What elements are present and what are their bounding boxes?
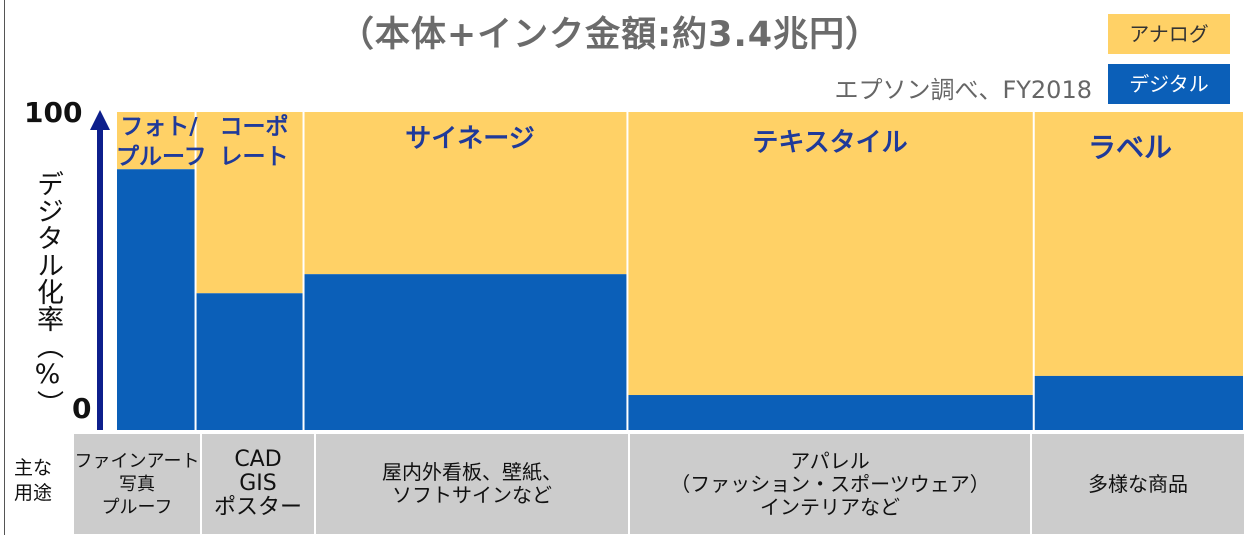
legend-analog: アナログ: [1108, 14, 1230, 54]
y-tick-100: 100: [24, 96, 83, 129]
segment-label-textile: テキスタイル: [752, 128, 908, 158]
bar-digital-1: [196, 293, 303, 430]
bar-analog-2: [304, 112, 627, 275]
bar-analog-4: [1034, 112, 1243, 376]
segment-label-corporate: コーポ レート: [219, 114, 289, 170]
bar-analog-3: [628, 112, 1033, 396]
use-heading: 主な 用途: [14, 457, 53, 504]
use-cell-textile: アパレル （ファッション・スポーツウェア） インテリアなど: [630, 434, 1030, 534]
use-cell-signage: 屋内外看板、壁紙、 ソフトサインなど: [316, 434, 628, 534]
y-axis-label: デジタル化率（%）: [32, 170, 63, 417]
y-axis-arrow: [90, 110, 110, 130]
segment-label-label: ラベル: [1087, 131, 1172, 164]
bar-analog-1: [196, 112, 303, 294]
legend-digital: デジタル: [1108, 64, 1230, 104]
bar-digital-3: [628, 395, 1033, 430]
bars-group: [117, 112, 1243, 431]
segment-label-photo-proof: フォト/ プルーフ: [116, 114, 207, 170]
use-cell-photo-proof: ファインアート 写真 プルーフ: [74, 434, 200, 534]
use-cell-label: 多様な商品: [1032, 434, 1244, 534]
use-cell-corporate: CAD GIS ポスター: [202, 434, 314, 534]
frame-border: [4, 0, 5, 535]
chart-title: （本体+インク金額:約3.4兆円）: [338, 15, 882, 55]
bar-digital-2: [304, 274, 627, 430]
y-tick-0: 0: [72, 392, 92, 425]
bar-analog-0: [117, 112, 195, 170]
bar-digital-4: [1034, 375, 1243, 430]
bar-digital-0: [117, 169, 195, 431]
segment-label-signage: サイネージ: [405, 124, 535, 154]
source-note: エプソン調べ、FY2018: [834, 76, 1092, 104]
